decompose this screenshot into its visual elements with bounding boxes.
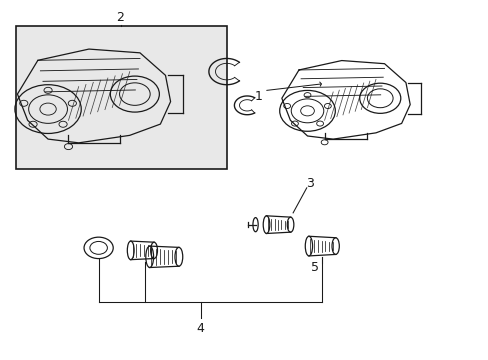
- Text: 2: 2: [116, 11, 124, 24]
- Text: 5: 5: [310, 261, 318, 274]
- Bar: [16, 26, 227, 169]
- Text: 1: 1: [255, 90, 263, 103]
- Text: 3: 3: [305, 177, 313, 190]
- Text: 4: 4: [196, 322, 204, 335]
